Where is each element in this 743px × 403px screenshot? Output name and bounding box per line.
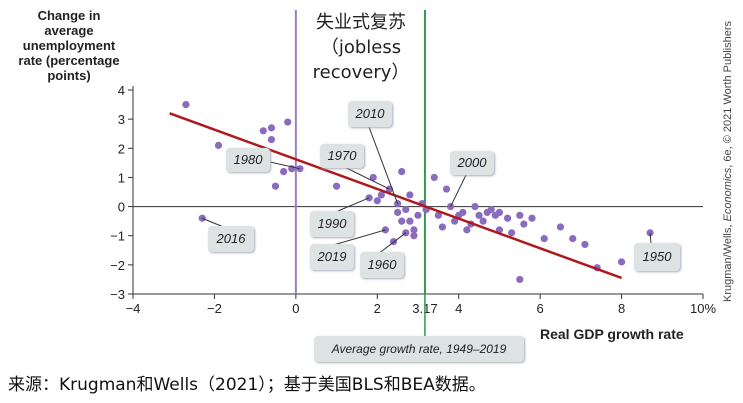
y-tick-label: 3 bbox=[118, 112, 125, 127]
average-growth-label: Average growth rate, 1949–2019 bbox=[314, 336, 524, 362]
y-tick-label: −2 bbox=[110, 258, 125, 273]
y-tick-label: −3 bbox=[110, 287, 125, 302]
data-point bbox=[463, 226, 470, 233]
data-point bbox=[410, 232, 417, 239]
data-point bbox=[443, 185, 450, 192]
x-tick-label: −2 bbox=[207, 301, 222, 316]
y-axis-label-line: Change in bbox=[6, 8, 132, 23]
data-point bbox=[528, 215, 535, 222]
y-tick-label: 1 bbox=[118, 170, 125, 185]
data-point bbox=[618, 258, 625, 265]
data-point bbox=[182, 101, 189, 108]
data-point bbox=[480, 218, 487, 225]
data-point bbox=[414, 212, 421, 219]
data-point bbox=[516, 276, 523, 283]
jobless-recovery-annotation: 失业式复苏 （jobless recovery） bbox=[298, 10, 424, 85]
year-label-1970: 1970 bbox=[320, 144, 364, 168]
data-point bbox=[569, 235, 576, 242]
y-tick-label: 0 bbox=[118, 200, 125, 215]
data-point bbox=[406, 191, 413, 198]
data-point bbox=[333, 183, 340, 190]
y-tick-label: 2 bbox=[118, 141, 125, 156]
x-tick-label: 10% bbox=[690, 301, 716, 316]
data-point bbox=[268, 136, 275, 143]
year-label-2010: 2010 bbox=[348, 101, 392, 127]
jobless-recovery-line: 失业式复苏 bbox=[298, 10, 424, 35]
x-tick-label: 0 bbox=[292, 301, 299, 316]
data-point bbox=[541, 235, 548, 242]
y-axis-label-line: rate (percentage bbox=[6, 53, 132, 68]
data-point bbox=[366, 194, 373, 201]
x-tick-label: 8 bbox=[618, 301, 625, 316]
y-axis-label-line: points) bbox=[6, 68, 132, 83]
y-tick-label: −1 bbox=[110, 229, 125, 244]
data-point bbox=[471, 203, 478, 210]
data-point bbox=[280, 168, 287, 175]
data-point bbox=[516, 212, 523, 219]
y-axis-label-line: average bbox=[6, 23, 132, 38]
x-tick-label: 4 bbox=[455, 301, 462, 316]
year-leader-line bbox=[378, 233, 406, 254]
data-point bbox=[406, 218, 413, 225]
year-label-2000: 2000 bbox=[450, 151, 494, 175]
data-point bbox=[581, 241, 588, 248]
y-tick-label: 4 bbox=[118, 83, 125, 98]
x-tick-label: −4 bbox=[126, 301, 141, 316]
data-point bbox=[475, 212, 482, 219]
data-point bbox=[394, 209, 401, 216]
year-label-1960: 1960 bbox=[360, 252, 404, 278]
data-point bbox=[520, 220, 527, 227]
data-point bbox=[374, 197, 381, 204]
data-point bbox=[199, 215, 206, 222]
year-label-2016: 2016 bbox=[208, 226, 254, 252]
data-point bbox=[557, 223, 564, 230]
source-note: 来源：Krugman和Wells（2021）；基于美国BLS和BEA数据。 bbox=[8, 370, 486, 395]
year-label-1950: 1950 bbox=[634, 243, 680, 271]
x-tick-label: 6 bbox=[537, 301, 544, 316]
copyright-credit: Krugman/Wells, Economics, 6e, © 2021 Wor… bbox=[722, 21, 734, 302]
data-point bbox=[284, 118, 291, 125]
data-point bbox=[439, 223, 446, 230]
data-point bbox=[459, 209, 466, 216]
credit-suffix: , 6e, © 2021 Worth Publishers bbox=[722, 21, 734, 168]
year-label-1990: 1990 bbox=[310, 211, 354, 237]
data-point bbox=[504, 215, 511, 222]
credit-prefix: Krugman/Wells, bbox=[722, 222, 734, 303]
year-label-2019: 2019 bbox=[310, 244, 354, 270]
data-point bbox=[431, 174, 438, 181]
data-point bbox=[215, 142, 222, 149]
data-point bbox=[488, 206, 495, 213]
data-point bbox=[260, 127, 267, 134]
data-point bbox=[268, 124, 275, 131]
data-point bbox=[398, 218, 405, 225]
x-tick-label: 2 bbox=[374, 301, 381, 316]
data-point bbox=[508, 229, 515, 236]
data-point bbox=[398, 168, 405, 175]
jobless-recovery-line: recovery） bbox=[298, 60, 424, 85]
jobless-recovery-line: （jobless bbox=[298, 35, 424, 60]
credit-book-title: Economics bbox=[722, 168, 734, 222]
year-label-1980: 1980 bbox=[226, 148, 270, 172]
year-leader-line bbox=[451, 175, 466, 207]
data-point bbox=[402, 206, 409, 213]
data-point bbox=[272, 183, 279, 190]
x-axis-label: Real GDP growth rate bbox=[540, 326, 684, 342]
y-axis-label-line: unemployment bbox=[6, 38, 132, 53]
year-leader-line bbox=[338, 198, 369, 211]
y-axis-label: Change in average unemployment rate (per… bbox=[6, 8, 132, 83]
data-point bbox=[496, 209, 503, 216]
